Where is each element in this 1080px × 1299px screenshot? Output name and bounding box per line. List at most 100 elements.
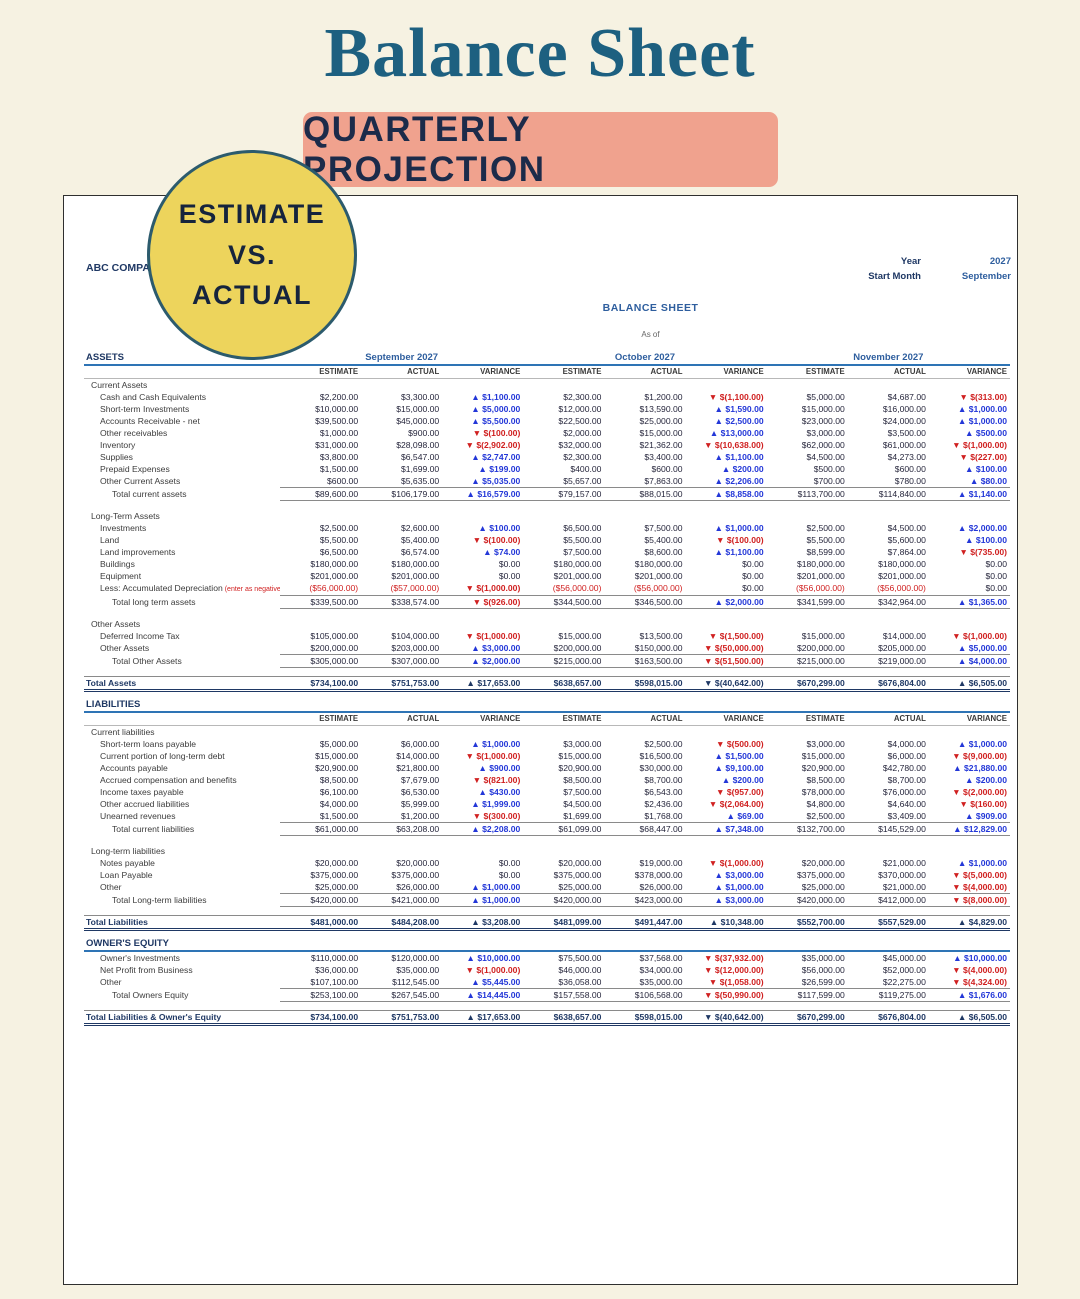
- item-row: Prepaid Expenses $1,500.00 $1,699.00 ▲ $199…: [84, 463, 1010, 475]
- cell: $201,000.00: [391, 570, 440, 581]
- cell: ▼ $(821.00): [472, 775, 521, 785]
- cell: ▲ $1,000.00: [714, 881, 764, 892]
- cell: ($56,000.00): [309, 583, 359, 594]
- cell: ▲ $3,208.00: [442, 914, 524, 931]
- cell: $16,500.00: [639, 751, 683, 761]
- cell: ▼ $(227.00): [959, 452, 1007, 462]
- cell: $3,000.00: [806, 739, 845, 749]
- cell: ▲ $1,000.00: [957, 739, 1007, 749]
- empty-cells: [280, 906, 1010, 915]
- row-label: Prepaid Expenses: [100, 464, 170, 474]
- cell: $305,000.00: [280, 653, 362, 668]
- cell: $163,500.00: [604, 653, 686, 668]
- item-row: Investments $2,500.00 $2,600.00 ▲ $100.00 $6…: [84, 522, 1010, 534]
- cell: $4,500.00: [563, 799, 602, 809]
- cell: $110,000.00: [310, 953, 359, 963]
- row-label: Deferred Income Tax: [100, 630, 180, 641]
- item-row: Land $5,500.00 $5,400.00 ▼ $(100.00) $5,500.…: [84, 534, 1010, 546]
- cell: ▲ $1,999.00: [471, 799, 521, 809]
- cell: $481,000.00: [280, 914, 362, 931]
- cell: ▲ $3,000.00: [685, 892, 767, 907]
- total-row: Total Long-term liabilities $420,000.00 $4…: [84, 892, 1010, 907]
- cell: ▼ $(1,000.00): [465, 751, 521, 761]
- cell: $420,000.00: [523, 892, 605, 907]
- cell: $76,000.00: [882, 787, 926, 797]
- row-label: Income taxes payable: [100, 787, 184, 797]
- start-month-value: September: [961, 271, 1011, 282]
- row-label: [84, 1002, 280, 1011]
- cell: $19,000.00: [639, 857, 683, 868]
- cell: $339,500.00: [280, 595, 362, 609]
- cell: $378,000.00: [634, 869, 683, 880]
- cell: ▲ $900.00: [478, 763, 521, 773]
- cell: ▲ $13,000.00: [709, 428, 764, 438]
- cell: $68,447.00: [604, 822, 686, 836]
- group-row: Other Assets: [84, 618, 1010, 630]
- cell: $117,599.00: [766, 988, 848, 1002]
- cell: ▼ $(926.00): [442, 595, 524, 609]
- cell: $2,500.00: [806, 522, 845, 533]
- cell: $30,000.00: [639, 763, 683, 773]
- cell: $4,687.00: [887, 392, 926, 402]
- cell: $5,000.00: [319, 739, 359, 749]
- item-row: Land improvements $6,500.00 $6,574.00 ▲ $74…: [84, 546, 1010, 558]
- cell: $113,700.00: [766, 487, 848, 501]
- cell: $2,500.00: [806, 811, 845, 821]
- cell: ▼ $(2,902.00): [465, 440, 521, 450]
- cell: ▼ $(40,642.00): [685, 675, 767, 692]
- cell: $670,299.00: [766, 1010, 848, 1026]
- row-label: Owner's Investments: [100, 953, 180, 963]
- row-label: Total Liabilities: [84, 914, 280, 931]
- cell: $35,000.00: [639, 977, 683, 987]
- cell: $15,000.00: [558, 630, 602, 641]
- empty-cells: [280, 510, 1010, 522]
- row-label: Equipment: [100, 570, 142, 581]
- total-row: Total Other Assets $305,000.00 $307,000.00…: [84, 653, 1010, 668]
- cell: $421,000.00: [361, 892, 443, 907]
- start-month-label: Start Month: [868, 271, 921, 282]
- row-label: Buildings: [100, 558, 135, 569]
- spacer-row: [84, 1002, 1010, 1011]
- cell: $205,000.00: [878, 642, 926, 653]
- item-row: Equipment $201,000.00 $201,000.00 $0.00 $201…: [84, 570, 1010, 582]
- row-label: Accounts payable: [100, 763, 168, 773]
- row-label: [84, 690, 280, 699]
- cell: $3,409.00: [887, 811, 926, 821]
- cell: $22,500.00: [558, 416, 602, 426]
- column-header: VARIANCE: [442, 365, 524, 379]
- cell: ▲ $1,140.00: [928, 487, 1010, 501]
- total-row: Total long term assets $339,500.00 $338,57…: [84, 595, 1010, 609]
- cell: ▲ $12,829.00: [928, 822, 1010, 836]
- cell: ▲ $2,208.00: [442, 822, 524, 836]
- cell: $106,568.00: [604, 988, 686, 1002]
- cell: $45,000.00: [396, 416, 440, 426]
- cell: $5,635.00: [400, 476, 440, 486]
- cell: $7,863.00: [644, 476, 683, 486]
- cell: $6,500.00: [319, 546, 359, 557]
- cell: ($56,000.00): [877, 583, 926, 594]
- badge-line-3: ACTUAL: [192, 280, 312, 311]
- cell: ▼ $(160.00): [959, 799, 1007, 809]
- cell: $1,699.00: [563, 811, 602, 821]
- cell: ▲ $430.00: [478, 787, 521, 797]
- badge-line-2: VS.: [227, 239, 277, 270]
- row-label: Loan Payable: [100, 869, 153, 880]
- cell: $14,000.00: [882, 630, 926, 641]
- cell: $734,100.00: [280, 675, 362, 692]
- cell: $491,447.00: [604, 914, 686, 931]
- sub-row: ESTIMATE ACTUAL VARIANCE ESTIMATE ACTUAL VARI…: [84, 712, 1010, 726]
- year-label: Year: [900, 256, 921, 267]
- cell: $600.00: [327, 476, 359, 486]
- cell: $79,157.00: [523, 487, 605, 501]
- empty-cells: [280, 938, 1010, 952]
- cell: $5,600.00: [887, 534, 926, 545]
- company-name: ABC COMPANY: [86, 262, 165, 274]
- cell: ▲ $8,858.00: [685, 487, 767, 501]
- item-row: Other Current Assets $600.00 $5,635.00 ▲ $5…: [84, 475, 1010, 488]
- column-header: ESTIMATE: [523, 712, 605, 726]
- cell: $78,000.00: [801, 787, 845, 797]
- table-wrap: ASSETS September 2027 October 2027 November…: [84, 352, 1010, 1026]
- cell: $15,000.00: [801, 404, 845, 414]
- cell: ▼ $(1,500.00): [708, 630, 764, 641]
